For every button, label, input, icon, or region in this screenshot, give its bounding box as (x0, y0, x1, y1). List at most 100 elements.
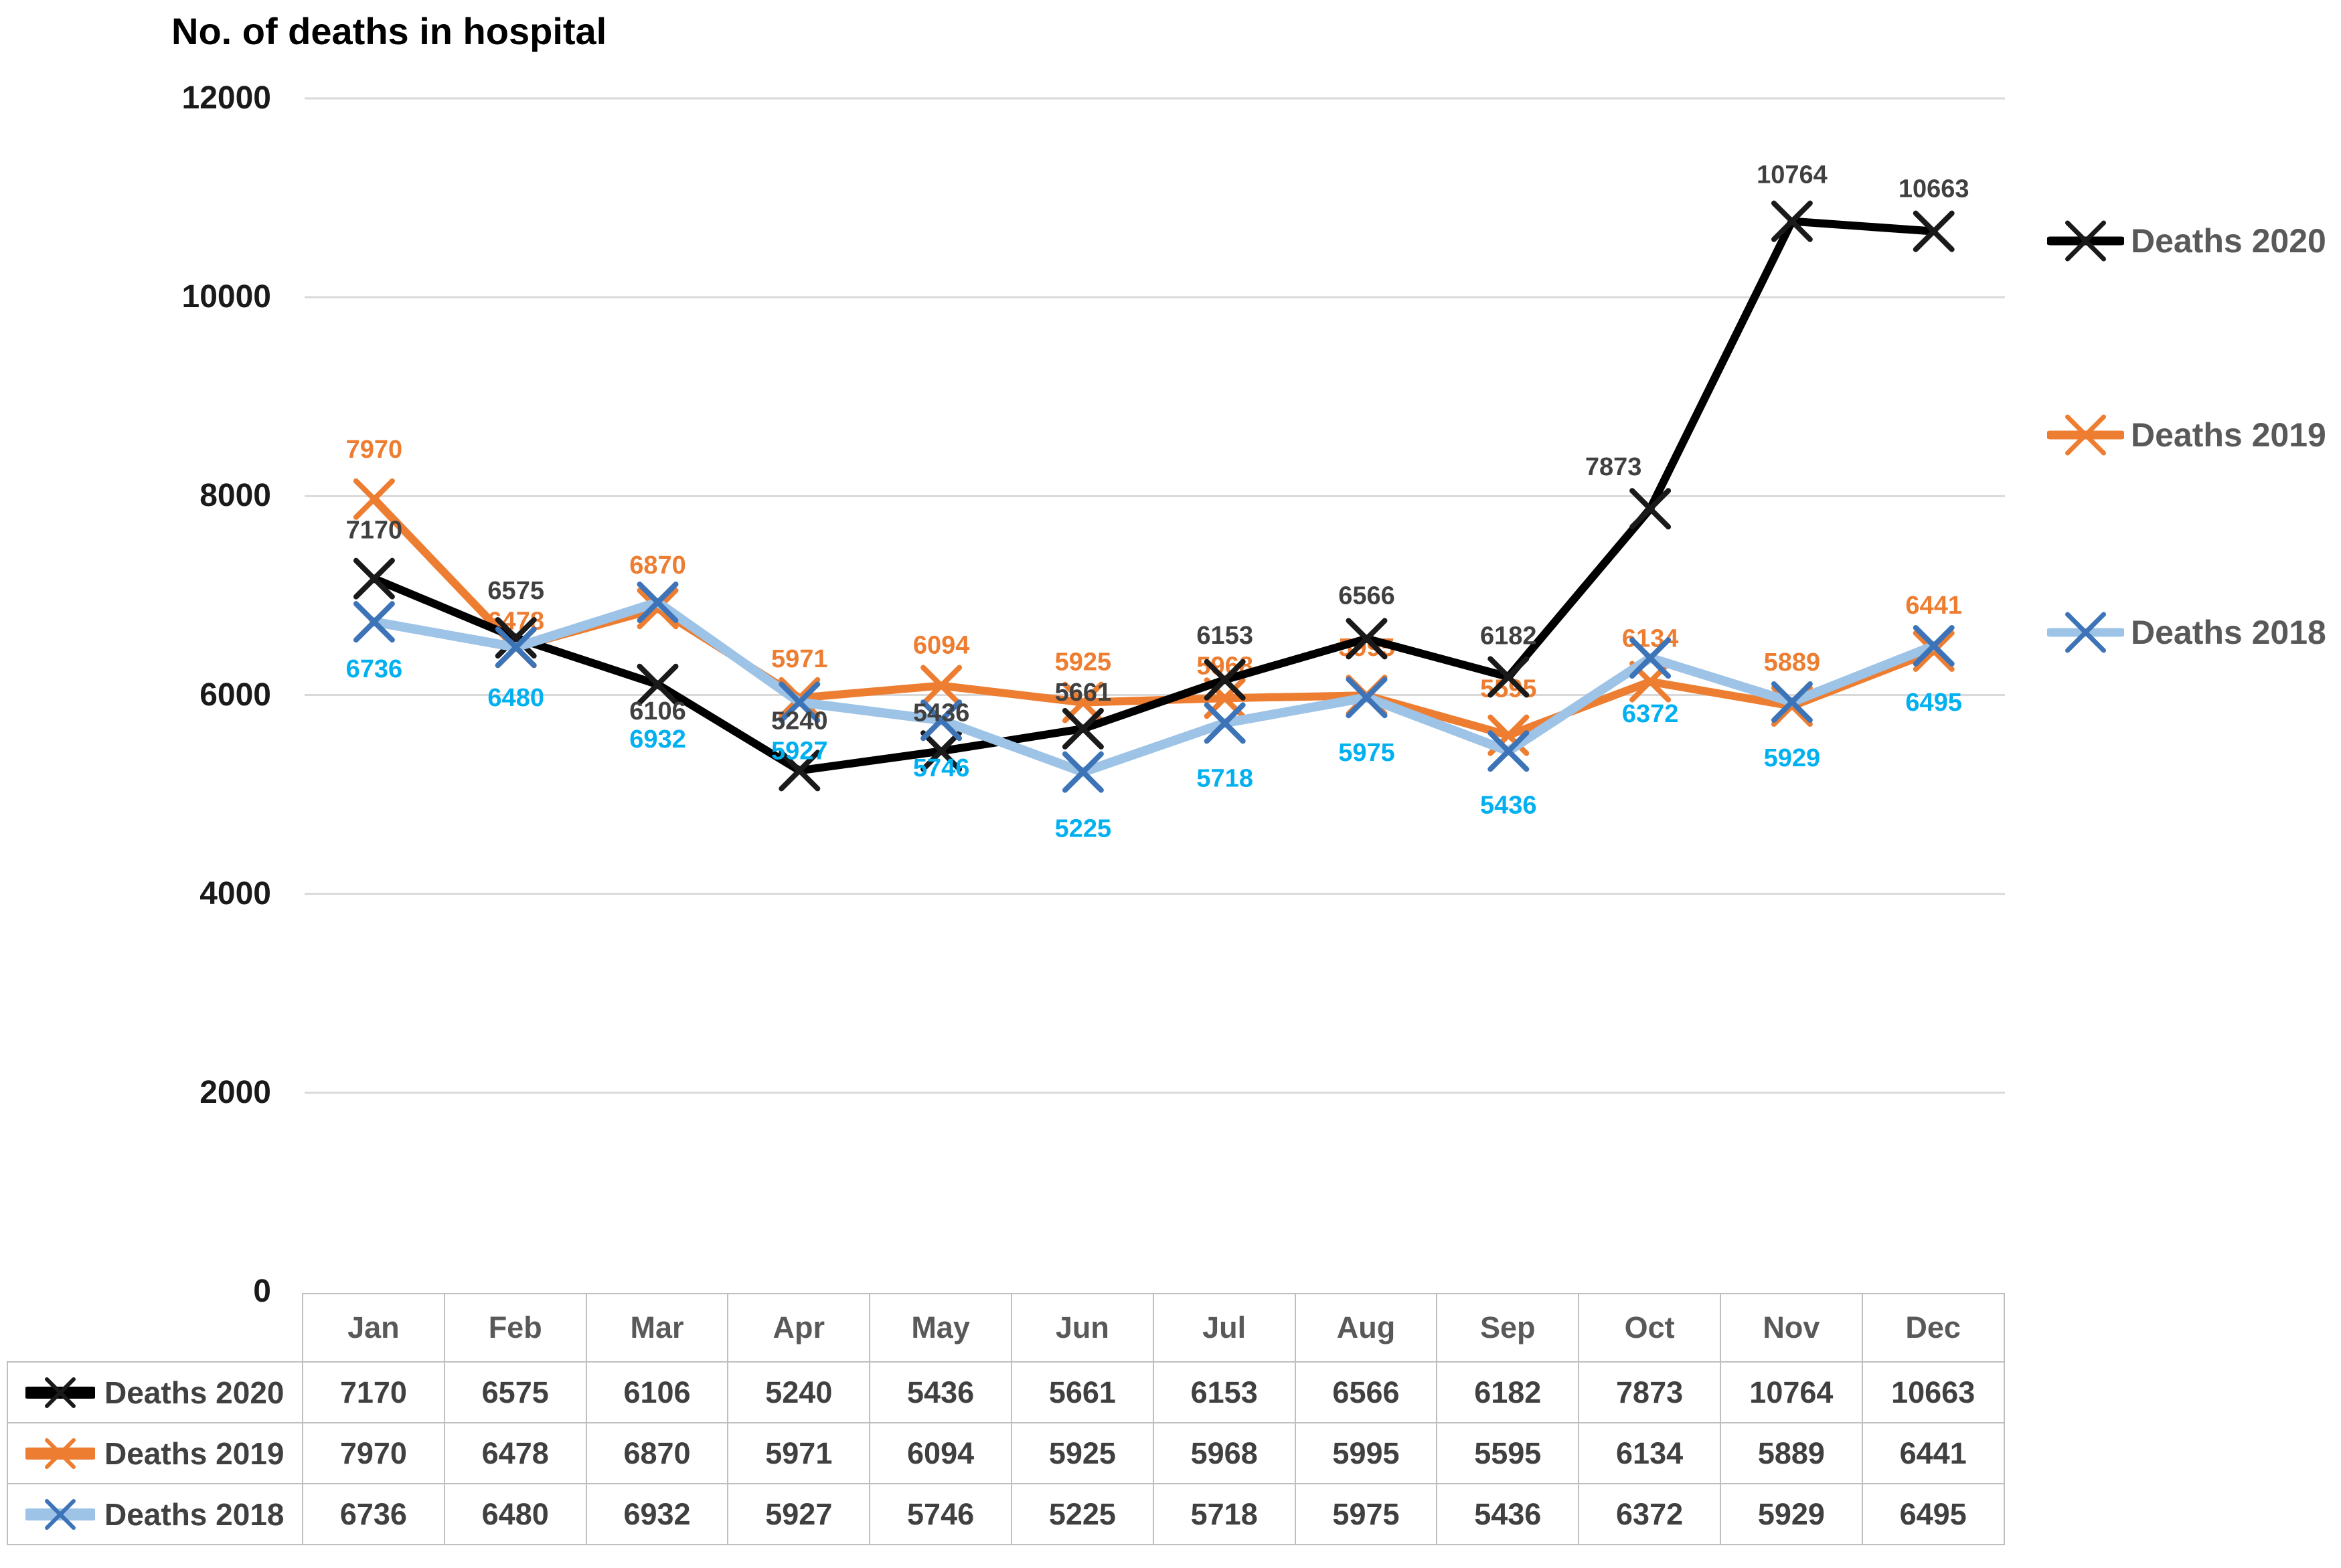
legend-swatch-deaths-2018 (2047, 612, 2124, 653)
data-label-deaths-2020: 5661 (1055, 679, 1112, 707)
series-line-deaths-2018 (369, 598, 1939, 777)
table-month-header: Jan (303, 1293, 445, 1363)
data-label-deaths-2019: 5971 (771, 645, 828, 673)
y-axis-tick-label: 6000 (199, 677, 271, 713)
data-label-deaths-2019: 7970 (346, 436, 403, 464)
table-value-cell: 6575 (445, 1363, 587, 1423)
y-axis-tick-label: 0 (253, 1274, 271, 1309)
marker-x-deaths-2020 (920, 730, 963, 772)
table-month-header: May (870, 1293, 1012, 1363)
table-row-label-text: Deaths 2019 (104, 1435, 285, 1471)
table-value-cell: 5746 (870, 1484, 1012, 1545)
table-corner-cell (7, 1293, 303, 1363)
data-label-deaths-2018: 5225 (1055, 815, 1112, 843)
data-label-deaths-2019: 6870 (629, 551, 686, 580)
y-axis-tick-label: 10000 (181, 279, 271, 315)
marker-x-deaths-2018 (779, 681, 821, 723)
legend-swatch-deaths-2020 (25, 1377, 95, 1408)
marker-x-deaths-2018 (1771, 681, 1813, 723)
table-value-cell: 6182 (1437, 1363, 1580, 1423)
table-value-cell: 7170 (303, 1363, 445, 1423)
data-label-deaths-2018: 5436 (1480, 791, 1537, 819)
table-value-cell: 5225 (1012, 1484, 1154, 1545)
data-label-deaths-2019: 5925 (1055, 648, 1112, 677)
data-label-deaths-2019: 6094 (913, 632, 970, 660)
data-label-deaths-2020: 7170 (346, 517, 403, 545)
data-label-deaths-2020: 5436 (913, 699, 970, 727)
legend-item-deaths-2018[interactable]: Deaths 2018 (2047, 599, 2326, 666)
table-value-cell: 5971 (728, 1423, 871, 1484)
data-label-deaths-2020: 6566 (1338, 582, 1395, 610)
legend-item-label: Deaths 2019 (2131, 416, 2326, 454)
table-value-cell: 7970 (303, 1423, 445, 1484)
table-month-header: Apr (728, 1293, 871, 1363)
swatch-line (45, 1498, 76, 1530)
y-axis-tick-label: 4000 (199, 875, 271, 911)
data-label-deaths-2018: 6932 (629, 725, 686, 754)
marker-x-deaths-2019 (1913, 630, 1955, 672)
marker-x-deaths-2018 (353, 601, 395, 643)
marker-x-deaths-2020 (1062, 707, 1104, 750)
table-value-cell: 6134 (1579, 1423, 1721, 1484)
marker-x-deaths-2018 (495, 626, 537, 669)
marker-x-deaths-2018 (1346, 677, 1388, 719)
table-value-cell: 6153 (1153, 1363, 1296, 1423)
y-axis-tick-label: 2000 (199, 1074, 271, 1110)
data-table: Jan Feb Mar Apr May Jun Jul Aug Sep Oct Nov Dec Deat… (7, 1293, 2005, 1545)
marker-x-deaths-2019 (920, 665, 963, 707)
legend-swatch-deaths-2020 (2047, 220, 2124, 262)
marker-x-deaths-2018 (920, 699, 963, 742)
data-label-deaths-2019: 6441 (1905, 592, 1962, 620)
legend-swatch-deaths-2019 (2047, 414, 2124, 456)
table-value-cell: 5927 (728, 1484, 871, 1545)
table-value-cell: 7873 (1579, 1363, 1721, 1423)
marker-x-deaths-2020 (779, 750, 821, 792)
legend-item-deaths-2020[interactable]: Deaths 2020 (2047, 207, 2326, 274)
chart-title: No. of deaths in hospital (171, 10, 607, 52)
data-label-deaths-2018: 5975 (1338, 739, 1395, 767)
y-axis-tick-label: 12000 (181, 80, 271, 116)
legend-item-label: Deaths 2018 (2131, 614, 2326, 651)
data-label-deaths-2018: 5746 (913, 754, 970, 782)
table-month-header: Jun (1012, 1293, 1154, 1363)
data-label-deaths-2020: 5240 (771, 707, 828, 735)
table-value-cell: 5889 (1720, 1423, 1863, 1484)
data-label-deaths-2018: 6480 (487, 684, 544, 712)
table-value-cell: 6736 (303, 1484, 445, 1545)
legend-item-deaths-2019[interactable]: Deaths 2019 (2047, 402, 2326, 468)
table-value-cell: 5595 (1437, 1423, 1580, 1484)
table-value-cell: 6106 (586, 1363, 729, 1423)
data-label-deaths-2020: 6153 (1196, 622, 1253, 650)
data-label-deaths-2020: 6575 (487, 577, 544, 605)
table-month-header: Aug (1295, 1293, 1438, 1363)
table-row-label-deaths-2020: Deaths 2020 (7, 1363, 303, 1423)
table-month-header: Sep (1437, 1293, 1580, 1363)
swatch-line (45, 1438, 76, 1469)
marker-x-deaths-2020 (1487, 656, 1530, 698)
data-label-deaths-2018: 6736 (346, 655, 403, 683)
swatch-line (2065, 612, 2106, 653)
table-value-cell: 10764 (1720, 1363, 1863, 1423)
data-label-deaths-2020: 6182 (1480, 622, 1537, 650)
marker-x-deaths-2020 (1913, 210, 1955, 252)
data-label-deaths-2020: 7873 (1585, 453, 1642, 481)
table-value-cell: 5436 (1437, 1484, 1580, 1545)
table-row-label-text: Deaths 2018 (104, 1496, 285, 1532)
y-axis-tick-label: 8000 (199, 478, 271, 514)
data-label-deaths-2020: 10764 (1757, 161, 1828, 189)
table-value-cell: 6094 (870, 1423, 1012, 1484)
table-month-header: Nov (1720, 1293, 1863, 1363)
legend-swatch-deaths-2018 (25, 1498, 95, 1530)
series-line-deaths-2020 (370, 217, 1938, 775)
table-value-cell: 5661 (1012, 1363, 1154, 1423)
data-label-deaths-2018: 6372 (1622, 700, 1679, 728)
data-label-deaths-2020: 10663 (1899, 175, 1969, 203)
marker-x-deaths-2018 (1629, 637, 1672, 679)
table-month-header: Feb (445, 1293, 587, 1363)
data-label-deaths-2018: 5718 (1196, 764, 1253, 792)
data-label-deaths-2020: 6106 (629, 697, 686, 725)
table-value-cell: 5968 (1153, 1423, 1296, 1484)
table-value-cell: 6870 (586, 1423, 729, 1484)
